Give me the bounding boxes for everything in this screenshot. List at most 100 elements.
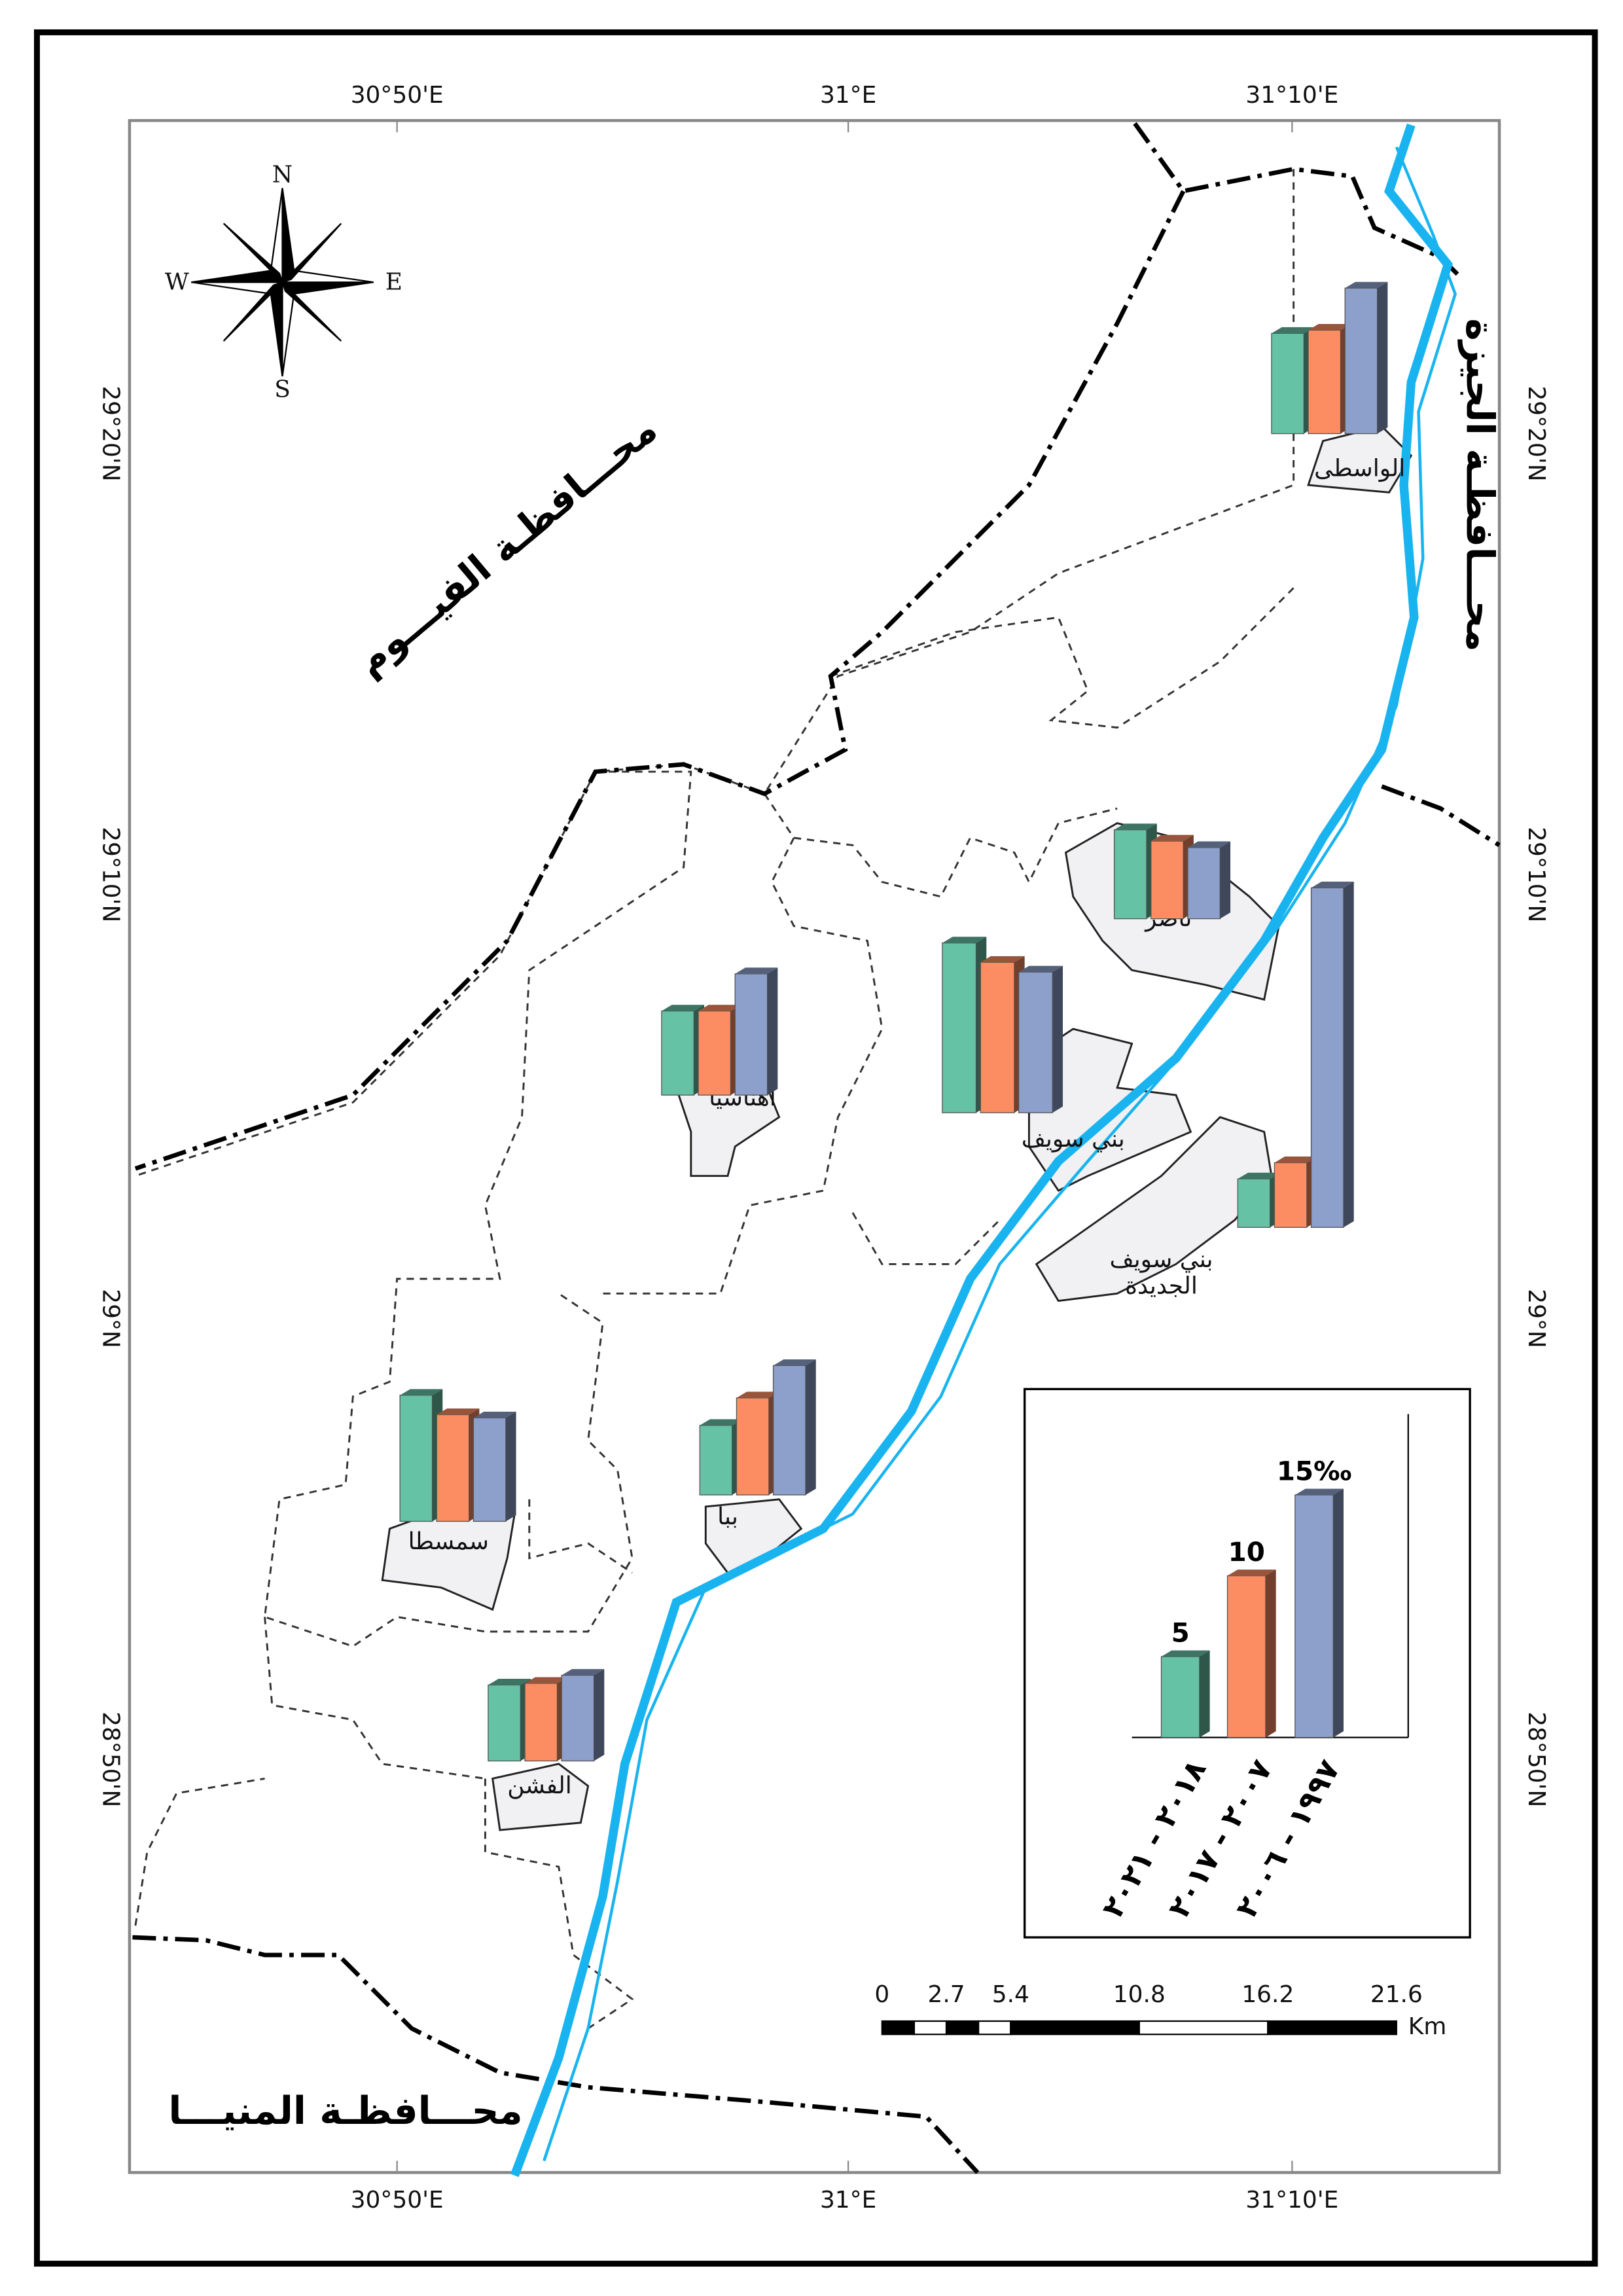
scale-segment bbox=[1138, 2020, 1269, 2036]
scale-tick-label: 21.6 bbox=[1370, 1981, 1423, 2008]
bar-top bbox=[942, 937, 987, 943]
bar-top bbox=[400, 1389, 443, 1395]
longitude-label: 31°10'E bbox=[1245, 2187, 1338, 2214]
bar bbox=[524, 1677, 568, 1762]
longitude-label: 30°50'E bbox=[351, 2187, 444, 2214]
compass-s: S bbox=[274, 376, 291, 403]
scale-tick-label: 10.8 bbox=[1113, 1981, 1166, 2008]
bar bbox=[980, 956, 1025, 1113]
bar-top bbox=[1294, 1488, 1344, 1496]
bar-top bbox=[980, 956, 1025, 963]
bar bbox=[473, 1411, 516, 1522]
bar-front bbox=[699, 1425, 733, 1496]
bar-top bbox=[1311, 882, 1354, 888]
bar-front bbox=[561, 1674, 595, 1762]
bar bbox=[1308, 323, 1351, 435]
bar bbox=[1018, 965, 1063, 1113]
scale-tick-label: 0 bbox=[874, 1981, 889, 2008]
bar-side bbox=[1220, 841, 1231, 919]
latitude-label: 28°50'N bbox=[98, 1712, 124, 1807]
bar-top bbox=[1150, 834, 1194, 842]
scale-segment bbox=[1010, 2020, 1140, 2036]
compass-w: W bbox=[165, 268, 189, 295]
longitude-label: 31°10'E bbox=[1245, 82, 1338, 109]
bar-side bbox=[1199, 1650, 1210, 1738]
bar-side bbox=[1333, 1488, 1344, 1738]
bar-side bbox=[1265, 1570, 1276, 1738]
bar-top bbox=[1114, 823, 1157, 830]
bar bbox=[1344, 281, 1388, 435]
bar-top bbox=[661, 1005, 705, 1011]
bar bbox=[736, 1391, 779, 1496]
bar bbox=[1150, 834, 1194, 920]
district-label: بني سويف الجديدة bbox=[1109, 1246, 1213, 1299]
bar-front bbox=[1226, 1575, 1266, 1738]
bar bbox=[436, 1408, 480, 1522]
bar-front bbox=[1018, 971, 1053, 1113]
bar-front bbox=[473, 1417, 507, 1522]
bar-side bbox=[1052, 965, 1063, 1113]
bar-front bbox=[661, 1011, 695, 1096]
bar-front bbox=[1150, 840, 1184, 920]
bar-top bbox=[698, 1005, 741, 1011]
bar bbox=[1237, 1172, 1281, 1228]
legend-value-label: 10 bbox=[1228, 1536, 1265, 1568]
bar-front bbox=[1308, 329, 1342, 435]
nile bbox=[510, 123, 1457, 2178]
bar-top bbox=[1227, 1570, 1276, 1576]
minya-label: محـــافظـة المنيـــا bbox=[168, 2089, 522, 2133]
bar-front bbox=[698, 1011, 732, 1096]
district-borders bbox=[134, 169, 1295, 2030]
district-label: بني سويف bbox=[1021, 1126, 1125, 1153]
longitude-label: 31°E bbox=[820, 2187, 876, 2214]
bar-front bbox=[980, 961, 1015, 1113]
legend-value-label: 15‰ bbox=[1277, 1456, 1351, 1487]
longitude-label: 31°E bbox=[820, 82, 876, 109]
bar bbox=[1310, 882, 1354, 1228]
bar bbox=[698, 1005, 741, 1096]
district-label-box: بني سويف الجديدة bbox=[1109, 1246, 1213, 1299]
scale-tick-label: 16.2 bbox=[1241, 1981, 1294, 2008]
longitude-label: 30°50'E bbox=[351, 82, 444, 109]
district-label-box: سمسطا bbox=[408, 1529, 489, 1554]
district-label: الواسطى bbox=[1314, 456, 1406, 482]
compass: N S E W bbox=[165, 161, 402, 403]
bar bbox=[1160, 1650, 1210, 1738]
bar-top bbox=[1018, 965, 1063, 973]
district-label-box: اهناسيا bbox=[709, 1085, 776, 1109]
district-label-box: الواسطى bbox=[1314, 456, 1406, 482]
bar bbox=[661, 1005, 705, 1096]
scale-tick-label: 5.4 bbox=[992, 1981, 1029, 2008]
bar bbox=[1271, 327, 1315, 435]
bar-top bbox=[437, 1408, 480, 1415]
bar-side bbox=[1343, 882, 1354, 1228]
latitude-label: 29°20'N bbox=[1523, 386, 1550, 481]
bar-top bbox=[473, 1411, 516, 1418]
bar-front bbox=[1187, 847, 1221, 920]
bar-top bbox=[1161, 1650, 1210, 1657]
bar bbox=[399, 1389, 443, 1522]
legend-value-label: 5 bbox=[1171, 1617, 1190, 1649]
district-label-box: بني سويف bbox=[1021, 1126, 1125, 1153]
bar-top bbox=[1271, 327, 1315, 334]
scale-segment bbox=[913, 2020, 948, 2036]
latitude-label: 28°50'N bbox=[1523, 1712, 1550, 1807]
bar-front bbox=[942, 942, 977, 1113]
bar-top bbox=[525, 1677, 568, 1683]
bar bbox=[1226, 1570, 1276, 1738]
bar-front bbox=[1271, 332, 1305, 435]
bar bbox=[561, 1669, 605, 1762]
bar bbox=[488, 1678, 531, 1762]
bar bbox=[699, 1419, 743, 1496]
bar-front bbox=[524, 1683, 558, 1762]
bar bbox=[1113, 823, 1157, 920]
bar-front bbox=[1344, 287, 1378, 435]
bar-side bbox=[806, 1359, 816, 1496]
compass-e: E bbox=[385, 268, 402, 295]
bar-top bbox=[773, 1359, 816, 1366]
district-label: ببا bbox=[717, 1503, 738, 1530]
scale-tick-label: 2.7 bbox=[927, 1981, 965, 2008]
bar-front bbox=[488, 1684, 521, 1762]
bar-top bbox=[1238, 1172, 1281, 1179]
